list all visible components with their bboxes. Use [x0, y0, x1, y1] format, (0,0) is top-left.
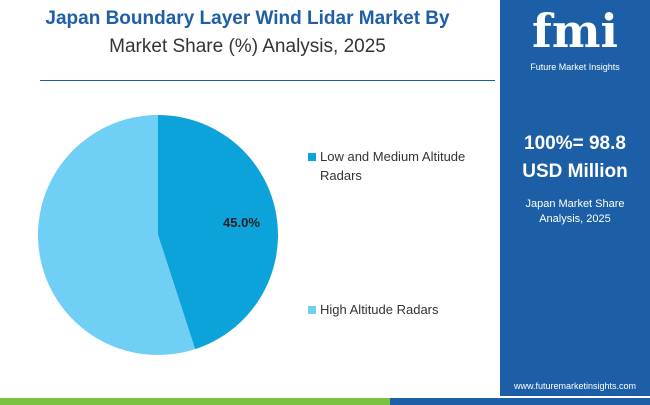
pie-chart: 45.0%	[38, 115, 279, 355]
legend-swatch	[308, 153, 316, 161]
panel-subtitle: Japan Market Share Analysis, 2025	[525, 198, 625, 225]
logo: fmi	[532, 4, 618, 58]
footer-stripe	[0, 398, 650, 405]
total-line: 100%= 98.8	[524, 133, 626, 154]
website: www.futuremarketinsights.com	[513, 381, 637, 391]
pie-slice	[38, 115, 196, 355]
legend-swatch	[308, 306, 316, 314]
data-label: 45.0%	[223, 215, 260, 230]
divider	[40, 80, 495, 81]
brand-name: Future Market Insights	[530, 62, 620, 72]
chart-subtitle: Market Share (%) Analysis, 2025	[109, 36, 386, 57]
legend-label: Low and Medium Altitude Radars	[320, 149, 466, 183]
total-unit: USD Million	[522, 161, 628, 182]
side-panel: fmi Future Market Insights 100%= 98.8 USD…	[500, 0, 650, 396]
pie-slice	[158, 115, 279, 350]
chart-title: Japan Boundary Layer Wind Lidar Market B…	[45, 8, 450, 29]
legend-label: High Altitude Radars	[320, 302, 439, 317]
total-value: 100%= 98.8 USD Million	[500, 130, 650, 186]
